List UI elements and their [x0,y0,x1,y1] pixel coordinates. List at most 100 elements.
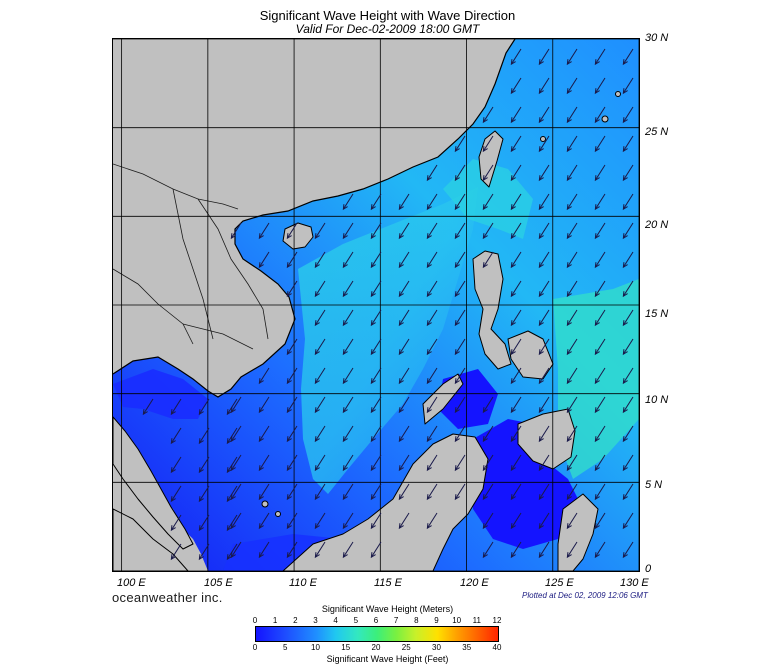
lat-label-10n: 10 N [645,394,669,406]
wave-direction-arrow [482,483,494,501]
wave-direction-arrow [342,222,354,240]
wave-direction-arrow [566,164,578,182]
wave-direction-arrow [622,77,634,95]
wave-direction-arrow [342,425,354,443]
wave-direction-arrow [258,222,270,240]
legend-feet-tick: 35 [462,643,472,652]
lon-label-125e: 125 E [545,577,574,589]
wave-direction-arrow [342,396,354,414]
wave-direction-arrow [594,48,606,66]
wave-direction-arrow [342,193,354,211]
wave-direction-arrow [566,193,578,211]
wave-direction-arrow [510,512,522,530]
wave-direction-arrow [622,193,634,211]
wave-direction-arrow [566,541,578,559]
wave-direction-arrow [510,541,522,559]
wave-direction-arrow [370,425,382,443]
wave-direction-arrow [314,483,326,501]
wave-direction-arrow [142,398,154,416]
wave-direction-arrow [370,251,382,269]
wave-direction-arrow [286,251,298,269]
wave-direction-arrow [170,427,182,445]
wave-direction-arrow [482,396,494,414]
wave-direction-arrow [286,512,298,530]
wave-direction-arrow [198,543,210,561]
wave-direction-arrow [566,280,578,298]
lon-label-110e: 110 E [289,577,317,589]
small-island [615,91,621,97]
legend-meters-tick: 8 [414,616,419,625]
mainland-coastline [113,39,516,398]
visayas-islands [507,330,554,380]
wave-direction-arrow [594,454,606,472]
wave-direction-arrow [258,425,270,443]
wave-direction-arrow [258,367,270,385]
wave-direction-arrow [342,280,354,298]
wave-direction-arrow [342,367,354,385]
wave-direction-arrow [226,543,238,561]
wave-direction-arrow [226,398,238,416]
lon-label-120e: 120 E [460,577,489,589]
wave-direction-arrow [622,135,634,153]
wave-direction-arrow [538,454,550,472]
wave-direction-arrow [426,193,438,211]
wave-direction-arrow [170,398,182,416]
wave-direction-arrow [594,77,606,95]
wave-direction-arrow [566,309,578,327]
wave-map [112,38,640,572]
wave-direction-arrow [566,135,578,153]
wave-direction-arrow [426,338,438,356]
wave-direction-arrow [314,251,326,269]
lon-label-105e: 105 E [204,577,233,589]
wave-direction-arrow [426,367,438,385]
lat-label-25n: 25 N [645,126,669,138]
wave-direction-arrow [370,309,382,327]
wave-direction-arrow [258,512,270,530]
wave-direction-arrow [286,541,298,559]
wave-direction-arrow [342,541,354,559]
wave-direction-arrow [510,396,522,414]
wave-direction-arrow [426,512,438,530]
wave-direction-arrow [454,483,466,501]
wave-direction-arrow [566,367,578,385]
sumatra-island [113,508,189,571]
wave-direction-arrow [538,193,550,211]
wave-direction-arrow [454,280,466,298]
plotted-timestamp: Plotted at Dec 02, 2009 12:06 GMT [522,591,648,600]
wave-direction-arrow [342,251,354,269]
palawan-island [422,373,464,425]
wave-direction-arrow [622,425,634,443]
legend-meters-tick: 11 [472,616,481,625]
wave-direction-arrow [314,512,326,530]
wave-direction-arrow [398,280,410,298]
legend-meters-tick: 0 [252,616,258,625]
wave-direction-arrow [538,135,550,153]
wave-direction-arrow [426,425,438,443]
wave-direction-arrow [370,280,382,298]
wave-direction-arrow [594,338,606,356]
wave-direction-arrow [566,425,578,443]
wave-direction-arrows [142,48,634,561]
wave-direction-arrow [566,338,578,356]
wave-direction-arrow [454,251,466,269]
wave-direction-arrow [314,396,326,414]
wave-direction-arrow [314,338,326,356]
lon-label-100e: 100 E [117,577,146,589]
wave-direction-arrow [226,456,238,474]
mindanao-island [517,408,576,470]
wave-direction-arrow [170,514,182,532]
wave-direction-arrow [370,193,382,211]
wave-direction-arrow [510,164,522,182]
lat-label-30n: 30 N [645,32,669,44]
wave-direction-arrow [454,396,466,414]
wave-direction-arrow [398,512,410,530]
luzon-island [472,250,512,370]
lat-label-5n: 5 N [645,479,663,491]
wave-direction-arrow [170,543,182,561]
wave-direction-arrow [370,454,382,472]
wave-direction-arrow [594,164,606,182]
wave-direction-arrow [426,396,438,414]
wave-direction-arrow [454,164,466,182]
wave-direction-arrow [538,280,550,298]
wave-direction-arrow [594,483,606,501]
